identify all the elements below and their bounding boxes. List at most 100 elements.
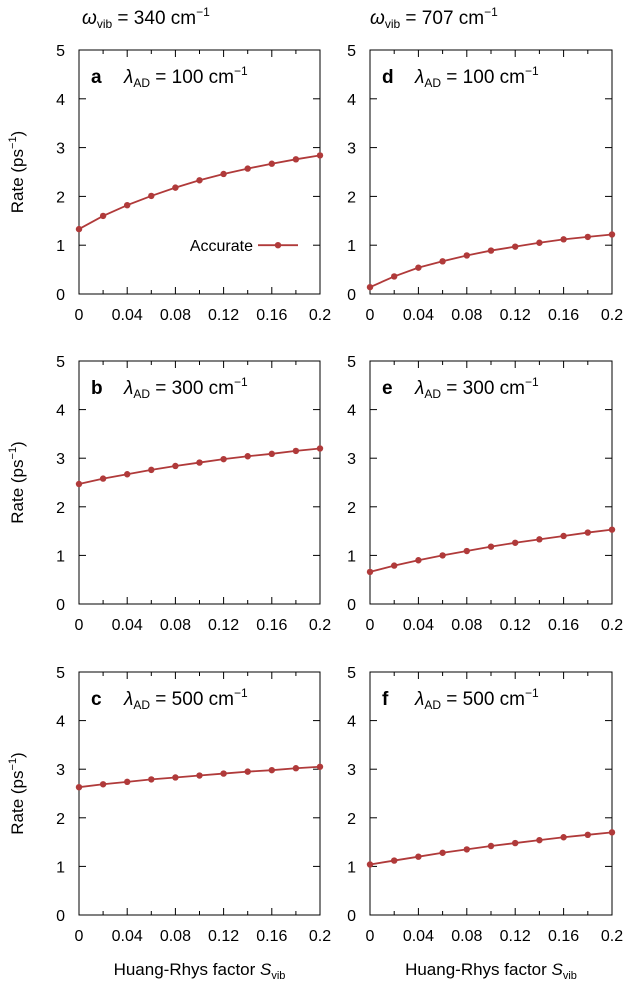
legend: Accurate bbox=[190, 238, 298, 255]
y-tick-label: 4 bbox=[347, 403, 356, 420]
data-point bbox=[244, 165, 251, 172]
x-tick-label: 0 bbox=[366, 307, 375, 324]
data-point bbox=[244, 453, 251, 460]
lambda-unit-sup: −1 bbox=[525, 64, 539, 78]
omega-subscript: vib bbox=[97, 17, 113, 31]
data-point bbox=[220, 770, 227, 777]
lambda-subscript: AD bbox=[424, 76, 441, 90]
omega-symbol: ω bbox=[370, 8, 385, 29]
panel-letter: f bbox=[382, 689, 389, 710]
x-tick-label: 0.08 bbox=[160, 307, 191, 324]
data-point bbox=[391, 857, 398, 864]
y-tick-label: 2 bbox=[347, 811, 356, 828]
y-axis-label-sup: −1 bbox=[7, 447, 19, 460]
lambda-symbol: λ bbox=[123, 378, 133, 399]
data-point bbox=[99, 475, 107, 482]
x-axis-label-sub: vib bbox=[563, 970, 577, 982]
y-tick-label: 3 bbox=[347, 451, 356, 468]
data-point bbox=[415, 853, 422, 860]
lambda-symbol: λ bbox=[414, 67, 424, 88]
y-tick-label: 3 bbox=[347, 141, 356, 158]
omega-unit-sup: −1 bbox=[196, 5, 210, 19]
x-tick-label: 0.08 bbox=[160, 928, 191, 945]
y-tick-label: 4 bbox=[347, 92, 356, 109]
omega-value: = 340 cm bbox=[112, 8, 196, 29]
panel-f: 0 1 2 3 4 5 0 0.04 0.08 0.12 0.16 0.2 Huang-Rhys fac… bbox=[347, 665, 623, 982]
lambda-unit-sup: −1 bbox=[234, 375, 248, 389]
x-tick-label: 0.04 bbox=[112, 307, 143, 324]
x-axis-label-text: Huang-Rhys factor bbox=[405, 960, 551, 979]
x-axis-label-symbol: S bbox=[552, 960, 564, 979]
x-tick-label: 0.16 bbox=[548, 307, 579, 324]
y-axis-label-close: ) bbox=[8, 752, 27, 758]
data-point bbox=[487, 543, 495, 550]
series-line bbox=[369, 233, 613, 288]
x-tick-label: 0 bbox=[75, 617, 84, 634]
y-tick-label: 3 bbox=[56, 762, 65, 779]
x-tick-label: 0.16 bbox=[548, 928, 579, 945]
data-point bbox=[584, 233, 591, 241]
y-tick-label: 5 bbox=[56, 354, 65, 371]
y-tick-label: 2 bbox=[56, 500, 65, 517]
y-tick-label: 1 bbox=[347, 238, 356, 255]
data-point bbox=[512, 539, 519, 546]
y-tick-label: 2 bbox=[347, 500, 356, 517]
omega-subscript: vib bbox=[385, 17, 401, 31]
data-point bbox=[415, 264, 422, 271]
lambda-symbol: λ bbox=[123, 67, 133, 88]
y-tick-label: 1 bbox=[56, 859, 65, 876]
y-tick-label: 3 bbox=[56, 141, 65, 158]
x-tick-label: 0.2 bbox=[309, 928, 331, 945]
panel-letter: d bbox=[382, 67, 394, 88]
data-point bbox=[463, 846, 470, 853]
y-axis-label-sup: −1 bbox=[7, 758, 19, 771]
panel-letter: e bbox=[382, 378, 393, 399]
data-point bbox=[220, 170, 227, 178]
lambda-subscript: AD bbox=[133, 76, 150, 90]
y-tick-label: 4 bbox=[56, 714, 65, 731]
y-tick-label: 4 bbox=[347, 714, 356, 731]
lambda-unit-sup: −1 bbox=[525, 375, 539, 389]
panel-annotation: λAD = 500 cm−1 bbox=[414, 686, 539, 712]
x-tick-label: 0 bbox=[75, 307, 84, 324]
lambda-value: = 300 cm bbox=[150, 378, 234, 399]
data-point bbox=[584, 831, 591, 839]
data-point bbox=[391, 273, 398, 280]
data-point bbox=[512, 243, 519, 250]
y-axis-label-close: ) bbox=[8, 131, 27, 137]
lambda-value: = 100 cm bbox=[441, 67, 525, 88]
data-point bbox=[196, 459, 203, 466]
y-tick-label: 4 bbox=[56, 92, 65, 109]
lambda-symbol: λ bbox=[414, 689, 424, 710]
data-point bbox=[463, 252, 470, 259]
y-tick-label: 3 bbox=[56, 451, 65, 468]
y-axis-label: Rate (ps−1) bbox=[7, 131, 27, 213]
lambda-symbol: λ bbox=[414, 378, 424, 399]
data-point bbox=[316, 152, 324, 159]
series-line bbox=[78, 154, 321, 230]
data-point bbox=[172, 774, 179, 781]
series-line bbox=[78, 447, 321, 485]
x-tick-label: 0.04 bbox=[403, 928, 434, 945]
y-tick-label: 0 bbox=[56, 287, 65, 304]
y-tick-label: 2 bbox=[56, 811, 65, 828]
x-tick-label: 0.08 bbox=[451, 307, 482, 324]
x-tick-label: 0.12 bbox=[208, 617, 239, 634]
y-tick-label: 5 bbox=[347, 43, 356, 60]
panel-letter: a bbox=[91, 67, 102, 88]
y-axis-label-sup: −1 bbox=[7, 136, 19, 149]
data-point bbox=[536, 836, 543, 844]
column-header-left: ωvib = 340 cm−1 bbox=[82, 5, 210, 31]
data-point bbox=[366, 861, 374, 868]
x-tick-label: 0 bbox=[366, 617, 375, 634]
data-point bbox=[560, 236, 567, 243]
data-point bbox=[268, 766, 275, 774]
y-tick-label: 2 bbox=[56, 189, 65, 206]
y-tick-label: 1 bbox=[56, 238, 65, 255]
x-tick-label: 0 bbox=[75, 928, 84, 945]
data-point bbox=[268, 160, 275, 167]
